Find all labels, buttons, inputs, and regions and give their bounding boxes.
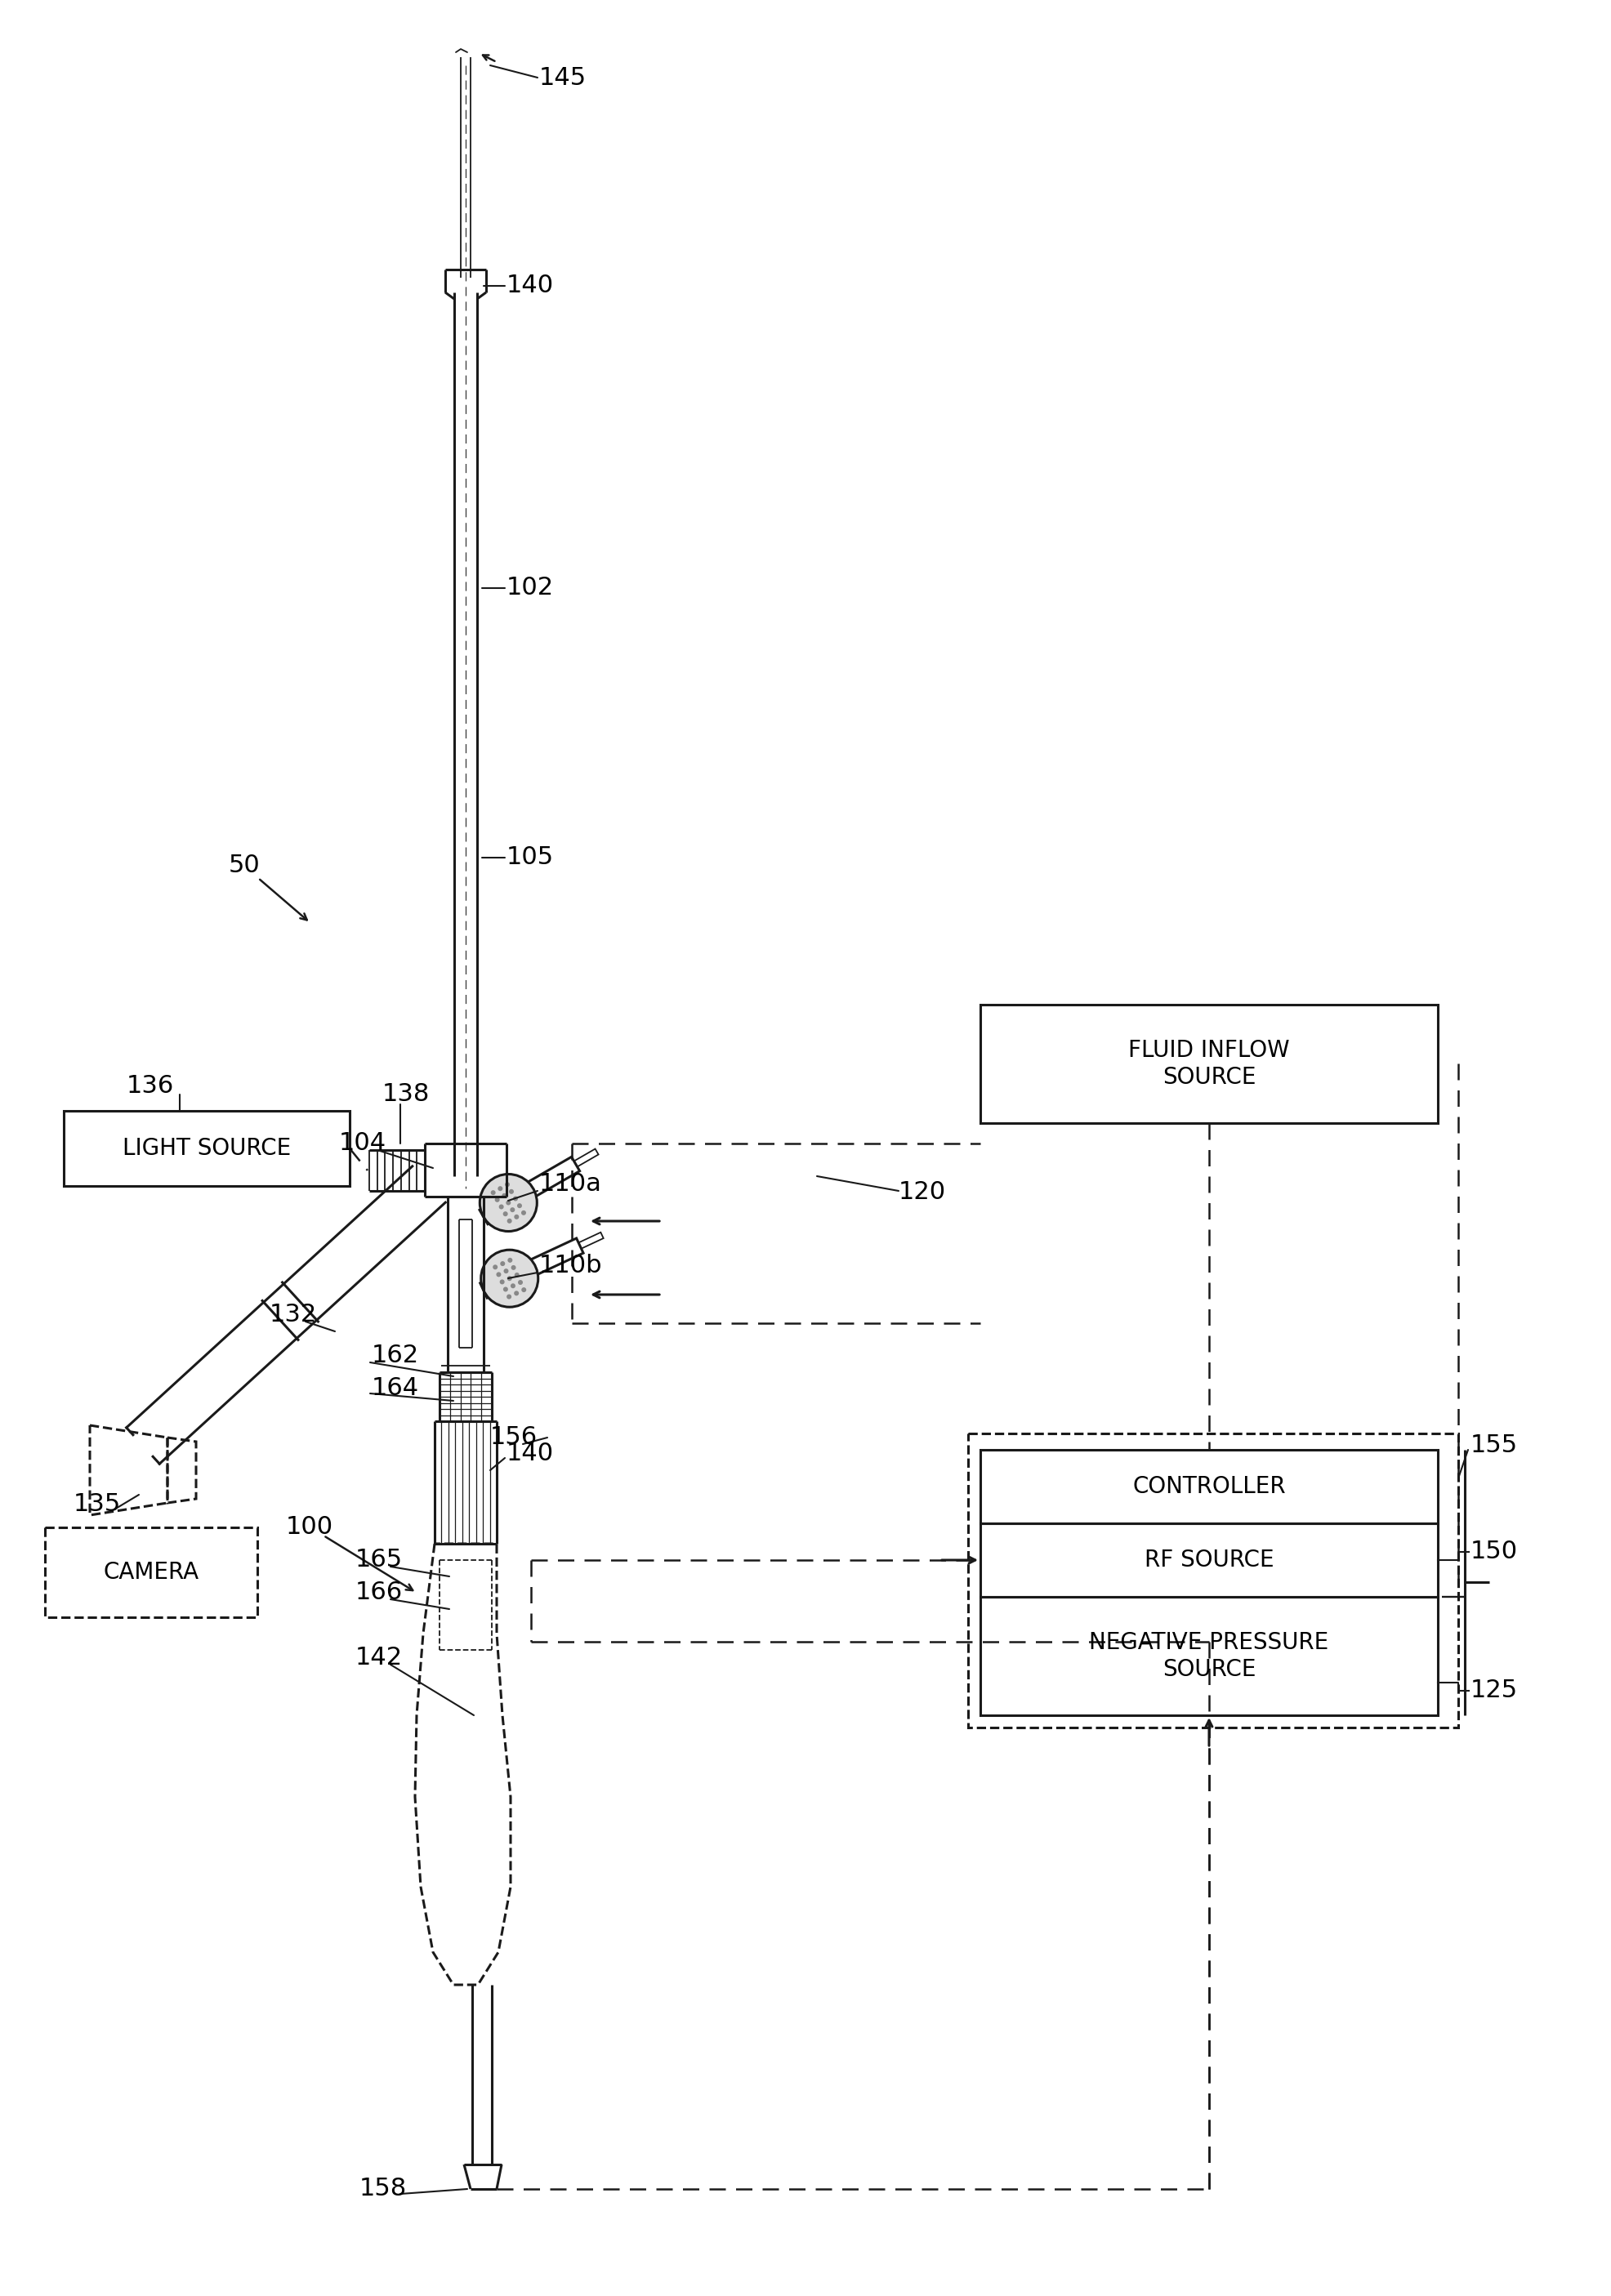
Circle shape	[514, 1215, 519, 1219]
Circle shape	[503, 1286, 507, 1293]
Text: 156: 156	[490, 1426, 538, 1449]
Text: CONTROLLER: CONTROLLER	[1133, 1474, 1286, 1497]
Circle shape	[509, 1189, 514, 1194]
Circle shape	[507, 1219, 512, 1224]
Text: 136: 136	[127, 1075, 174, 1097]
Circle shape	[499, 1279, 504, 1283]
Text: 135: 135	[74, 1492, 121, 1515]
Text: RF SOURCE: RF SOURCE	[1144, 1548, 1274, 1570]
Text: 138: 138	[382, 1084, 430, 1107]
Circle shape	[511, 1208, 516, 1212]
Circle shape	[503, 1212, 507, 1217]
Circle shape	[507, 1258, 512, 1263]
Circle shape	[503, 1194, 507, 1199]
Text: CAMERA: CAMERA	[103, 1561, 200, 1584]
Circle shape	[512, 1196, 517, 1201]
Circle shape	[498, 1187, 503, 1192]
Text: 110b: 110b	[540, 1254, 603, 1279]
Text: 125: 125	[1471, 1678, 1518, 1704]
Text: 104: 104	[338, 1132, 387, 1155]
Text: 102: 102	[506, 576, 554, 599]
Text: 120: 120	[899, 1180, 946, 1205]
Text: 110a: 110a	[540, 1173, 603, 1196]
Text: 105: 105	[506, 845, 554, 870]
Circle shape	[522, 1210, 527, 1215]
Circle shape	[506, 1295, 512, 1300]
Text: 132: 132	[269, 1304, 317, 1327]
Text: 162: 162	[372, 1343, 419, 1368]
Text: 140: 140	[506, 273, 554, 298]
Circle shape	[493, 1265, 498, 1270]
Circle shape	[491, 1189, 496, 1196]
Text: 142: 142	[356, 1646, 403, 1669]
Circle shape	[480, 1173, 536, 1231]
Text: 155: 155	[1471, 1435, 1518, 1458]
Circle shape	[499, 1205, 504, 1210]
Text: 145: 145	[540, 67, 586, 90]
Text: 140: 140	[506, 1442, 554, 1465]
Text: 150: 150	[1471, 1541, 1518, 1564]
Text: 166: 166	[356, 1582, 403, 1605]
Circle shape	[514, 1272, 519, 1277]
Text: 100: 100	[285, 1515, 333, 1538]
Circle shape	[511, 1283, 516, 1288]
Text: 164: 164	[372, 1378, 419, 1401]
Circle shape	[504, 1270, 509, 1274]
Circle shape	[504, 1182, 509, 1187]
Text: 50: 50	[229, 854, 261, 877]
Circle shape	[506, 1201, 511, 1205]
Circle shape	[514, 1290, 519, 1295]
Text: NEGATIVE PRESSURE
SOURCE: NEGATIVE PRESSURE SOURCE	[1089, 1632, 1329, 1681]
Circle shape	[511, 1265, 516, 1270]
Circle shape	[496, 1272, 501, 1277]
Circle shape	[517, 1203, 522, 1208]
Text: LIGHT SOURCE: LIGHT SOURCE	[122, 1137, 292, 1159]
Circle shape	[507, 1277, 512, 1281]
Circle shape	[522, 1288, 527, 1293]
Circle shape	[482, 1249, 538, 1306]
Text: FLUID INFLOW
SOURCE: FLUID INFLOW SOURCE	[1128, 1040, 1290, 1088]
Circle shape	[495, 1196, 499, 1203]
Text: 165: 165	[356, 1548, 403, 1573]
Text: 158: 158	[359, 2177, 408, 2202]
Circle shape	[499, 1261, 506, 1265]
Circle shape	[519, 1279, 524, 1286]
